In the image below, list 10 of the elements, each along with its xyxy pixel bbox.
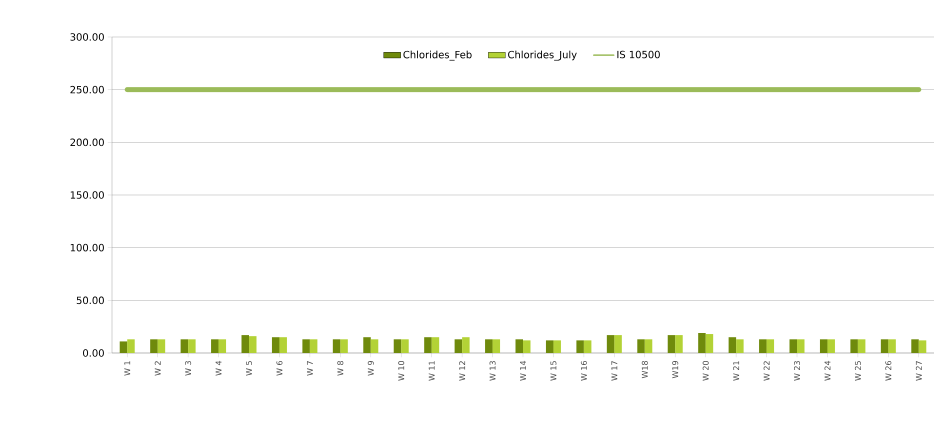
legend-label: IS 10500: [617, 50, 660, 58]
y-tick-label: 200.00: [70, 138, 104, 146]
y-tick-label: 50.00: [76, 296, 104, 304]
y-tick-label: 300.00: [70, 33, 104, 41]
y-tick-label: 0.00: [83, 349, 104, 357]
legend-label: Chlorides_July: [508, 50, 577, 61]
y-tick-label: 100.00: [70, 244, 104, 252]
y-tick-label: 250.00: [70, 86, 104, 94]
y-tick-label: 150.00: [70, 191, 104, 199]
legend-label: Chlorides_Feb: [403, 50, 472, 61]
